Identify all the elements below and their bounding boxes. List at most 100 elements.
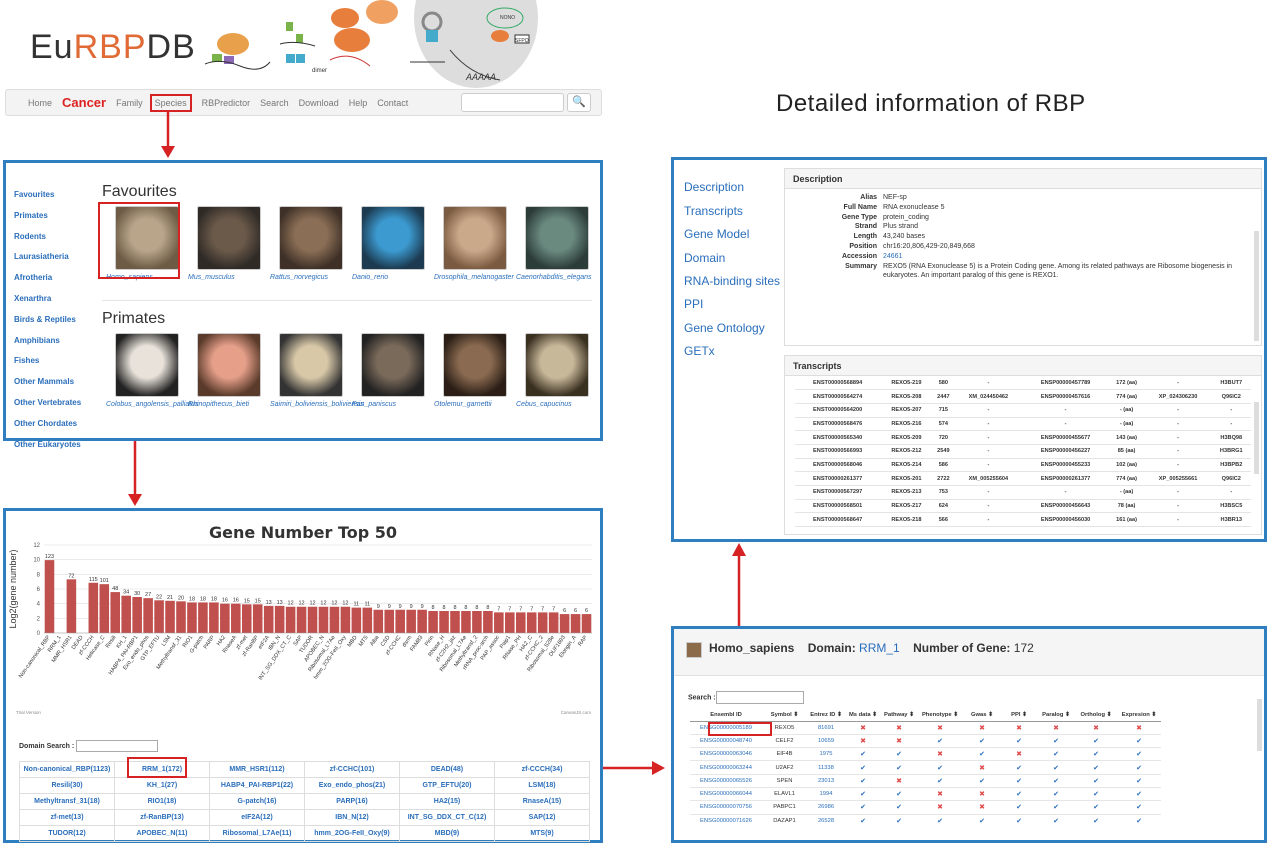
entrez-link[interactable]: 11338 [807,760,845,775]
sort-icon[interactable]: ⬍ [907,711,914,718]
bar[interactable] [472,611,482,633]
bar[interactable] [570,614,581,633]
detail-nav-item[interactable]: GETx [684,344,715,358]
domain-cell[interactable]: Non-canonical_RBP(1123) [19,761,115,778]
bar[interactable] [351,607,362,633]
bar[interactable] [132,596,142,633]
species-name-link[interactable]: Mus_musculus [188,274,235,281]
nav-search[interactable]: Search [260,97,289,108]
species-photo[interactable] [114,206,179,270]
gene-id-link[interactable]: ENSG00000063046 [690,747,762,761]
domain-search-input[interactable] [76,740,159,752]
detail-nav-item[interactable]: Domain [684,250,726,265]
entrez-link[interactable]: 10659 [807,733,845,748]
gene-search-input[interactable] [715,691,804,704]
species-card[interactable]: Rhinopithecus_bieti [188,333,269,409]
domain-cell[interactable]: Ribosomal_L7Ae(11) [209,825,305,842]
domain-cell[interactable]: eIF2A(12) [209,809,305,826]
domain-cell[interactable]: MTS(9) [494,825,590,842]
bar[interactable] [307,606,318,633]
bar[interactable] [220,603,230,633]
species-name-link[interactable]: Danio_rerio [352,274,389,281]
sort-icon[interactable]: ⬍ [951,711,959,718]
column-header[interactable]: Pathway ⬍ [881,709,917,722]
bar[interactable] [483,611,493,633]
sort-icon[interactable]: ⬍ [1063,711,1070,718]
species-sidebar-item[interactable]: Fishes [14,356,40,366]
sort-icon[interactable]: ⬍ [870,711,878,718]
domain-cell[interactable]: LSM(18) [494,777,590,794]
domain-cell[interactable]: zf-CCCH(34) [494,761,590,778]
species-name-link[interactable]: Cebus_capucinus [516,401,572,408]
bar[interactable] [198,602,208,633]
species-sidebar-item[interactable]: Other Eukaryotes [14,439,81,449]
species-photo[interactable] [524,333,589,397]
species-card[interactable]: Otolemur_garnettii [434,333,515,409]
species-photo[interactable] [360,206,425,270]
gene-id-link[interactable]: ENSG00000063244 [690,760,762,775]
gene-id-link[interactable]: ENSG00000065526 [690,773,762,788]
bar[interactable] [88,582,99,633]
entrez-link[interactable]: 1994 [807,786,845,801]
domain-cell[interactable]: HA2(15) [399,793,495,810]
species-photo[interactable] [196,206,261,270]
entrez-link[interactable]: 23013 [807,773,845,788]
bar[interactable] [505,612,515,633]
bar[interactable] [318,606,329,633]
species-sidebar-item[interactable]: Amphibians [14,335,60,345]
column-header[interactable]: Ortholog ⬍ [1075,709,1117,722]
bar[interactable] [373,609,384,633]
bar[interactable] [581,614,592,633]
domain-cell[interactable]: Resili(30) [19,777,115,794]
domain-cell[interactable]: PARP(16) [304,793,400,810]
column-header[interactable]: Ensembl ID [690,709,762,722]
bar[interactable] [340,606,351,633]
entrez-link[interactable]: 1975 [807,747,845,761]
bar[interactable] [209,602,219,633]
species-photo[interactable] [278,333,343,397]
bar[interactable] [187,602,197,633]
nav-cancer[interactable]: Cancer [62,95,107,110]
bar[interactable] [526,612,537,633]
bar[interactable] [285,606,296,633]
domain-cell[interactable]: RIO1(18) [114,793,210,810]
gene-id-link[interactable]: ENSG00000071626 [690,813,762,828]
bar[interactable] [99,584,110,633]
nav-download[interactable]: Download [298,97,339,108]
entrez-link[interactable]: 26986 [807,800,845,815]
bar[interactable] [548,612,559,633]
bar[interactable] [252,604,263,633]
species-photo[interactable] [196,333,261,397]
column-header[interactable]: Symbol ⬍ [762,709,807,722]
domain-cell[interactable]: zf-CCHC(101) [304,761,400,778]
entrez-link[interactable]: 81691 [807,720,845,735]
species-card[interactable]: Drosophila_melanogaster [434,206,515,282]
bar[interactable] [537,612,548,633]
bar[interactable] [165,600,175,633]
bar[interactable] [121,595,131,633]
species-card[interactable]: Cebus_capucinus [516,333,597,409]
domain-cell[interactable]: IBN_N(12) [304,809,400,826]
bar[interactable] [274,605,285,633]
domain-cell[interactable]: MBD(9) [399,825,495,842]
species-card[interactable]: Rattus_norvegicus [270,206,351,282]
species-name-link[interactable]: Drosophila_melanogaster [434,274,514,281]
site-logo[interactable]: EuRBPDB [30,28,196,67]
bar[interactable] [241,604,252,633]
domain-cell[interactable]: DEAD(48) [399,761,495,778]
species-photo[interactable] [114,333,179,397]
column-header[interactable]: Phenotype ⬍ [917,709,963,722]
species-sidebar-item[interactable]: Laurasiatheria [14,252,69,262]
species-sidebar-item[interactable]: Afrotheria [14,273,53,283]
column-header[interactable]: Ms data ⬍ [845,709,881,722]
scrollbar[interactable] [1254,402,1259,474]
species-name-link[interactable]: Rhinopithecus_bieti [188,401,250,408]
species-sidebar-item[interactable]: Birds & Reptiles [14,314,76,324]
species-sidebar-item[interactable]: Other Mammals [14,377,75,387]
species-name-link[interactable]: Colobus_angolensis_palliatus [106,401,199,408]
bar[interactable] [428,611,438,633]
bar[interactable] [110,592,121,633]
bar[interactable] [417,609,427,633]
bar[interactable] [143,598,153,633]
species-sidebar-item[interactable]: Favourites [14,190,55,199]
